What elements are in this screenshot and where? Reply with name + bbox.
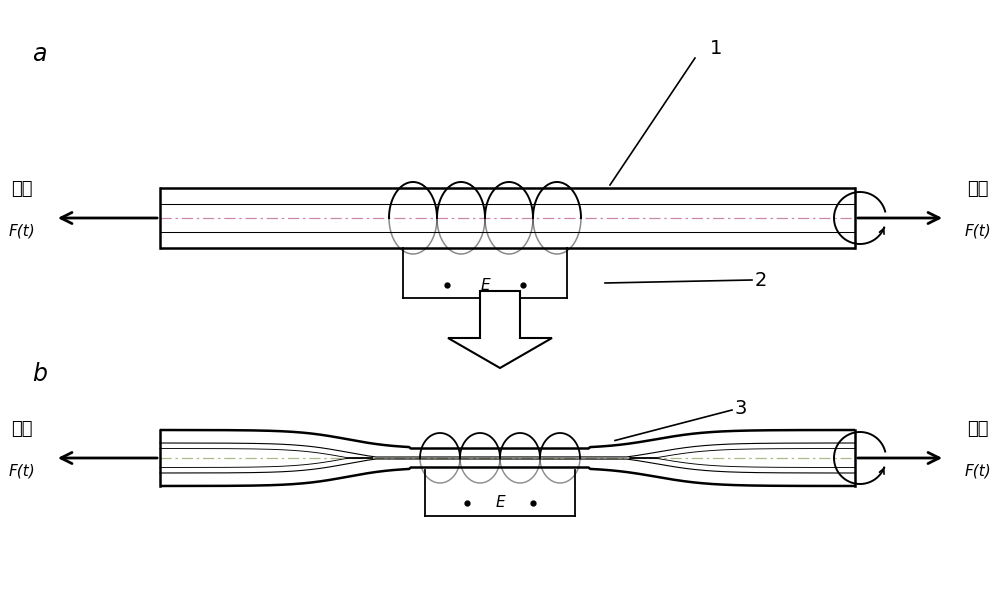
Text: F(t): F(t) <box>965 463 991 478</box>
Text: 拉力: 拉力 <box>11 180 33 198</box>
Text: b: b <box>32 362 47 386</box>
Text: F(t): F(t) <box>9 463 35 478</box>
Text: 3: 3 <box>735 399 747 418</box>
Text: F(t): F(t) <box>9 223 35 238</box>
Text: F(t): F(t) <box>965 223 991 238</box>
Text: 2: 2 <box>755 271 767 290</box>
Text: 拉力: 拉力 <box>967 180 989 198</box>
Text: 1: 1 <box>710 39 722 58</box>
Text: 拉力: 拉力 <box>967 420 989 438</box>
Text: a: a <box>32 42 46 66</box>
Text: 拉力: 拉力 <box>11 420 33 438</box>
Polygon shape <box>448 291 552 368</box>
Text: E: E <box>480 278 490 293</box>
Text: E: E <box>495 495 505 510</box>
